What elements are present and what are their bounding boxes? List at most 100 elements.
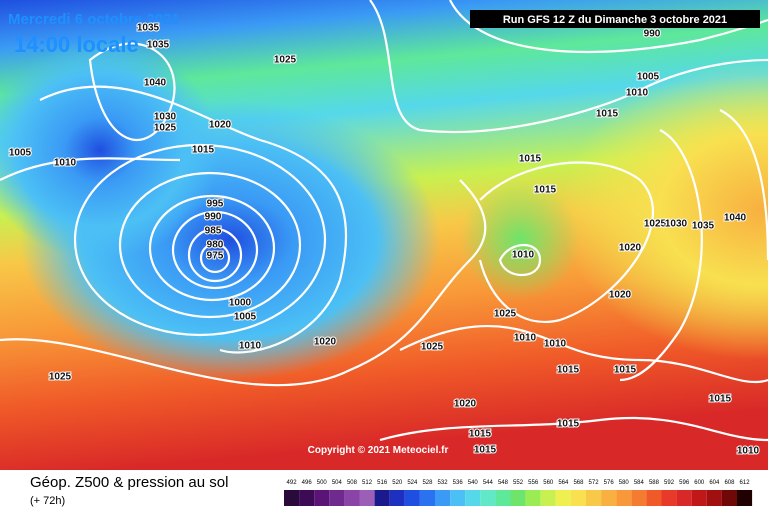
scale-swatch — [661, 490, 677, 506]
scale-swatch — [586, 490, 602, 506]
scale-label: 556 — [528, 480, 539, 486]
run-label: Run GFS 12 Z du Dimanche 3 octobre 2021 — [503, 14, 727, 26]
scale-label: 512 — [362, 480, 373, 486]
pressure-label: 1015 — [614, 365, 637, 376]
scale-swatch — [510, 490, 526, 506]
pressure-label: 1020 — [209, 120, 232, 131]
scale-label: 504 — [332, 480, 343, 486]
scale-swatch — [465, 490, 481, 506]
pressure-label: 975 — [207, 251, 224, 262]
scale-label: 508 — [347, 480, 358, 486]
scale-swatch — [419, 490, 435, 506]
scale-label: 568 — [573, 480, 584, 486]
scale-swatch — [601, 490, 617, 506]
scale-label: 528 — [422, 480, 433, 486]
green-area — [460, 180, 580, 300]
pressure-label: 1020 — [314, 337, 337, 348]
pressure-label: 1025 — [49, 372, 72, 383]
scale-swatch — [540, 490, 556, 506]
time-label: 14:00 locale — [14, 32, 139, 57]
pressure-label: 1010 — [54, 158, 77, 169]
scale-label: 540 — [468, 480, 479, 486]
copyright: Copyright © 2021 Meteociel.fr — [308, 445, 449, 456]
scale-label: 596 — [679, 480, 690, 486]
scale-label: 520 — [392, 480, 403, 486]
scale-label: 584 — [634, 480, 645, 486]
scale-label: 580 — [619, 480, 630, 486]
pressure-label: 1015 — [709, 394, 732, 405]
scale-swatch — [329, 490, 345, 506]
scale-label: 524 — [407, 480, 418, 486]
scale-swatch — [525, 490, 541, 506]
pressure-label: 985 — [205, 226, 222, 237]
pressure-labels: 1035103510401030102510251020101510101005… — [8, 22, 761, 458]
low-area — [0, 40, 220, 260]
pressure-label: 1015 — [557, 365, 580, 376]
scale-swatch — [706, 490, 722, 506]
scale-swatch — [374, 490, 390, 506]
scale-swatch — [737, 490, 753, 506]
scale-label: 608 — [724, 480, 735, 486]
pressure-label: 1030 — [154, 112, 177, 123]
scale-label: 564 — [558, 480, 569, 486]
pressure-label: 1015 — [534, 185, 557, 196]
pressure-label: 1015 — [596, 109, 619, 120]
scale-label: 572 — [589, 480, 600, 486]
color-scale: 492 496 500 504 508 512 516 520 524 528 532 536 540 5… — [284, 480, 753, 506]
pressure-label: 1040 — [724, 213, 747, 224]
scale-label: 536 — [453, 480, 464, 486]
pressure-label: 1010 — [512, 250, 535, 261]
scale-label: 592 — [664, 480, 675, 486]
pressure-label: 1015 — [469, 429, 492, 440]
scale-swatch — [480, 490, 496, 506]
pressure-label: 1035 — [137, 23, 160, 34]
pressure-label: 1010 — [737, 446, 760, 457]
pressure-label: 1010 — [626, 88, 649, 99]
pressure-label: 1035 — [692, 221, 715, 232]
scale-label: 576 — [604, 480, 615, 486]
scale-label: 532 — [438, 480, 449, 486]
pressure-label: 1035 — [147, 40, 170, 51]
scale-swatch — [299, 490, 315, 506]
scale-label: 500 — [317, 480, 328, 486]
pressure-label: 1010 — [514, 333, 537, 344]
scale-swatch — [495, 490, 511, 506]
pressure-label: 995 — [207, 199, 224, 210]
scale-label: 496 — [302, 480, 313, 486]
scale-swatch — [676, 490, 692, 506]
scale-swatch — [721, 490, 737, 506]
scale-label: 544 — [483, 480, 494, 486]
run-box — [470, 10, 760, 28]
scale-swatch — [646, 490, 662, 506]
pressure-label: 1015 — [192, 145, 215, 156]
scale-label: 560 — [543, 480, 554, 486]
pressure-label: 980 — [207, 240, 224, 251]
pressure-label: 1025 — [644, 219, 667, 230]
pressure-label: 990 — [205, 212, 222, 223]
scale-label: 600 — [694, 480, 705, 486]
pressure-label: 990 — [644, 29, 661, 40]
legend-subtitle: (+ 72h) — [30, 495, 65, 507]
scale-swatch — [555, 490, 571, 506]
scale-swatch — [284, 490, 300, 506]
scale-swatch — [631, 490, 647, 506]
high-area — [560, 60, 768, 360]
scale-swatch — [570, 490, 586, 506]
scale-label: 552 — [513, 480, 524, 486]
pressure-label: 1010 — [544, 339, 567, 350]
pressure-label: 1025 — [154, 123, 177, 134]
pressure-label: 1005 — [234, 312, 257, 323]
isobars — [0, 0, 768, 440]
scale-label: 516 — [377, 480, 388, 486]
pressure-label: 1015 — [557, 419, 580, 430]
scale-label: 548 — [498, 480, 509, 486]
pressure-label: 1030 — [665, 219, 688, 230]
pressure-label: 1010 — [239, 341, 262, 352]
pressure-label: 1005 — [9, 148, 32, 159]
scale-label: 588 — [649, 480, 660, 486]
scale-label: 604 — [709, 480, 720, 486]
scale-swatch — [691, 490, 707, 506]
scale-swatch — [435, 490, 451, 506]
pressure-label: 1020 — [454, 399, 477, 410]
